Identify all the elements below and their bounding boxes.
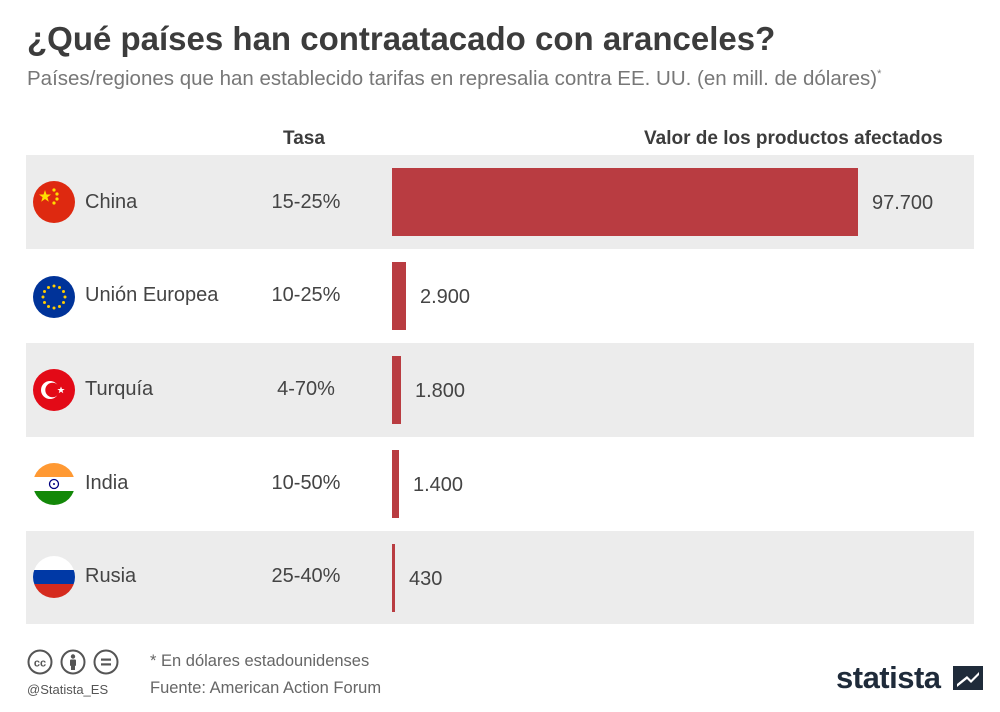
cc-icon: cc [27, 649, 53, 680]
india-flag-icon [33, 463, 75, 505]
statista-logo[interactable]: statista [836, 660, 983, 696]
chart-subtitle: Países/regiones que han establecido tari… [27, 67, 881, 91]
chart-title: ¿Qué países han contraatacado con arance… [27, 20, 776, 57]
eu-flag-icon [33, 276, 75, 318]
row-russia: Rusia 25-40% [26, 531, 974, 624]
rate-value: 25-40% [271, 565, 341, 587]
country-label: Turquía [85, 378, 154, 400]
china-flag-icon [33, 181, 75, 223]
rate-value: 10-50% [271, 472, 341, 494]
turkey-flag-icon [33, 369, 75, 411]
statista-logo-icon [952, 666, 983, 690]
country-label: China [85, 191, 138, 213]
country-label: India [85, 472, 129, 494]
footnote: * En dólares estadounidenses [150, 652, 370, 670]
source-note: Fuente: American Action Forum [150, 679, 382, 697]
chart-rows: China 15-25% Unión Europea 10-25% Turquí… [26, 155, 974, 624]
statista-handle: @Statista_ES [27, 682, 109, 697]
row-turkey: Turquía 4-70% [26, 343, 974, 437]
subtitle-footnote-mark: * [877, 68, 882, 81]
subtitle-text: Países/regiones que han establecido tari… [27, 67, 878, 90]
value-column-header: Valor de los productos afectados [644, 128, 943, 149]
russia-flag-icon [33, 556, 75, 598]
rate-value: 4-70% [277, 378, 335, 400]
country-label: Rusia [85, 565, 137, 587]
rate-column-header: Tasa [283, 128, 325, 149]
row-eu: Unión Europea 10-25% [26, 249, 974, 343]
country-label: Unión Europea [85, 284, 219, 306]
row-india: India 10-50% [26, 437, 974, 531]
equals-icon [93, 649, 119, 680]
rate-value: 10-25% [271, 284, 341, 306]
rate-value: 15-25% [271, 191, 341, 213]
svg-text:cc: cc [34, 658, 46, 670]
brand-wordmark: statista [836, 660, 941, 695]
row-china: China 15-25% [26, 155, 974, 249]
person-icon [60, 649, 86, 680]
